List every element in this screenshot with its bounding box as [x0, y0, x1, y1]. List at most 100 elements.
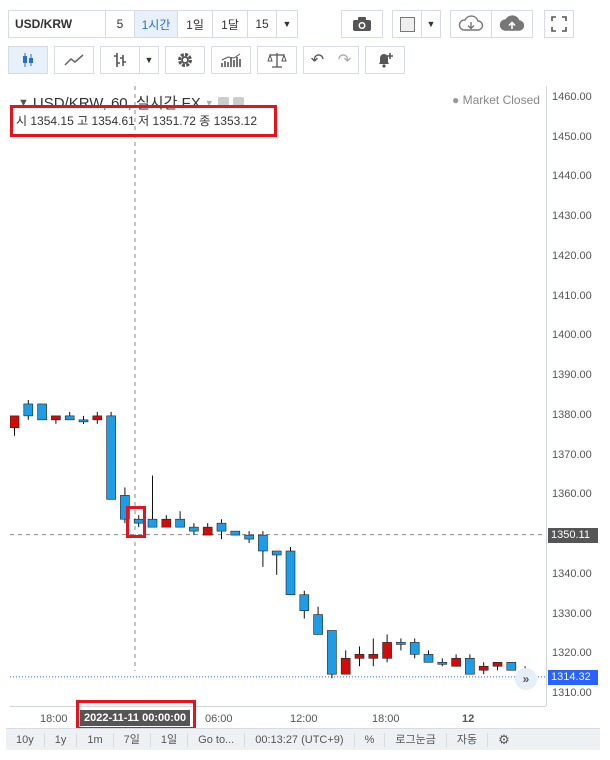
color-swatch-icon — [399, 16, 415, 32]
top-toolbar: USD/KRW 5 1시간 1일 1달 15 ▼ ▼ — [8, 8, 574, 40]
time-scale[interactable] — [10, 706, 546, 730]
range-1d[interactable]: 1일 — [151, 732, 189, 747]
chart-pane[interactable] — [10, 86, 546, 706]
alert-button[interactable] — [365, 46, 405, 74]
scroll-to-realtime-button[interactable]: » — [515, 668, 537, 690]
bell-plus-icon — [379, 53, 393, 68]
interval-1d[interactable]: 1일 — [177, 10, 213, 38]
interval-15[interactable]: 15 — [247, 10, 277, 38]
indicators-button[interactable] — [211, 46, 251, 74]
goto-button[interactable]: Go to... — [188, 732, 246, 747]
color-button[interactable] — [392, 10, 422, 38]
clock[interactable]: 00:13:27 (UTC+9) — [245, 732, 355, 747]
candle-body — [465, 658, 475, 675]
redo-icon[interactable]: ↷ — [337, 52, 352, 69]
time-tick-label: 06:00 — [205, 713, 233, 725]
screenshot-button[interactable] — [341, 10, 383, 38]
auto-scale-toggle[interactable]: 자동 — [447, 732, 489, 747]
percent-toggle[interactable]: % — [355, 732, 386, 747]
price-tick-label: 1310.00 — [552, 687, 592, 700]
candle-body — [340, 658, 351, 675]
camera-icon — [353, 17, 371, 31]
undo-redo-group: ↶ ↷ — [303, 46, 359, 74]
color-dropdown[interactable]: ▼ — [421, 10, 441, 38]
candle-body — [106, 415, 116, 500]
candlestick-chart[interactable] — [10, 86, 546, 706]
candle-body — [423, 654, 434, 663]
annotation-box-ohlc — [10, 105, 277, 137]
interval-1h[interactable]: 1시간 — [134, 10, 178, 38]
price-tick-label: 1400.00 — [552, 329, 592, 342]
chevron-down-icon: ▼ — [282, 19, 292, 29]
price-tick-label: 1380.00 — [552, 408, 592, 421]
candle-body — [382, 642, 392, 659]
price-tick-label: 1360.00 — [552, 488, 592, 501]
line-chart-icon — [64, 54, 84, 66]
fullscreen-icon — [551, 16, 567, 32]
price-tick-label: 1450.00 — [552, 130, 592, 143]
chart-style-dropdown[interactable]: ▼ — [139, 46, 159, 74]
ohlc-values: 시 1354.15 고 1354.61 저 1351.72 종 1353.12 — [16, 114, 258, 128]
bar-chart-icon — [114, 53, 126, 67]
bars-style-button[interactable] — [100, 46, 140, 74]
gear-icon[interactable]: ⚙ — [498, 731, 510, 747]
range-10y[interactable]: 10y — [6, 732, 45, 747]
candle-body — [92, 415, 103, 421]
candle-body — [230, 530, 241, 536]
price-tick-label: 1330.00 — [552, 607, 592, 620]
candle-body — [478, 665, 489, 671]
crosshair-date-label: 2022-11-11 00:00:00 — [80, 710, 191, 726]
time-tick-label: 12 — [462, 713, 475, 725]
candle-body — [313, 614, 323, 635]
range-1m[interactable]: 1m — [77, 732, 114, 747]
chevron-down-icon[interactable]: ▼ — [204, 97, 214, 108]
market-status: ● Market Closed — [452, 93, 540, 107]
price-tick-label: 1340.00 — [552, 567, 592, 580]
chevron-down-icon: ▼ — [144, 55, 154, 65]
candle-body — [78, 419, 89, 423]
candle-body — [492, 661, 503, 667]
time-tick-label: 12:00 — [290, 713, 318, 725]
candle-body — [189, 526, 199, 532]
price-tick-label: 1410.00 — [552, 289, 592, 302]
settings-button[interactable] — [165, 46, 205, 74]
last-price-label: 1314.32 — [548, 669, 598, 685]
symbol-search[interactable]: USD/KRW — [8, 10, 106, 38]
interval-1m[interactable]: 1달 — [212, 10, 248, 38]
annotation-box-candle — [126, 506, 146, 538]
save-chart-button[interactable] — [491, 10, 533, 38]
indicators-icon — [221, 53, 241, 67]
interval-5[interactable]: 5 — [105, 10, 135, 38]
collapse-legend-icon[interactable]: ▼ — [18, 96, 29, 109]
candle-body — [175, 518, 185, 528]
compare-button[interactable] — [257, 46, 297, 74]
gear-icon[interactable] — [232, 97, 244, 108]
candle-body — [161, 518, 172, 528]
annotation-box-date — [76, 700, 196, 730]
cloud-upload-icon — [499, 15, 525, 31]
chart-toolbar: ▼ ↶ ↷ — [8, 44, 411, 76]
load-chart-button[interactable] — [450, 10, 492, 38]
eye-icon[interactable] — [217, 97, 229, 108]
range-7d[interactable]: 7일 — [114, 732, 151, 747]
price-tick-label: 1370.00 — [552, 448, 592, 461]
bottom-toolbar: 10y 1y 1m 7일 1일 Go to... 00:13:27 (UTC+9… — [6, 728, 600, 750]
candle-body — [506, 661, 517, 671]
scales-icon — [267, 53, 287, 68]
price-tick-label: 1460.00 — [552, 90, 592, 103]
line-style-button[interactable] — [54, 46, 94, 74]
interval-dropdown[interactable]: ▼ — [276, 10, 298, 38]
candles-style-button[interactable] — [8, 46, 48, 74]
candle-body — [396, 642, 406, 645]
price-scale[interactable] — [546, 86, 600, 706]
candle-body — [299, 594, 310, 611]
price-tick-label: 1320.00 — [552, 647, 592, 660]
fullscreen-button[interactable] — [544, 10, 574, 38]
candle-body — [147, 518, 158, 528]
range-1y[interactable]: 1y — [45, 732, 78, 747]
gear-icon — [178, 53, 192, 67]
undo-icon[interactable]: ↶ — [310, 52, 325, 69]
time-tick-label: 18:00 — [40, 713, 68, 725]
log-scale-toggle[interactable]: 로그눈금 — [385, 732, 447, 747]
candle-body — [271, 550, 282, 556]
